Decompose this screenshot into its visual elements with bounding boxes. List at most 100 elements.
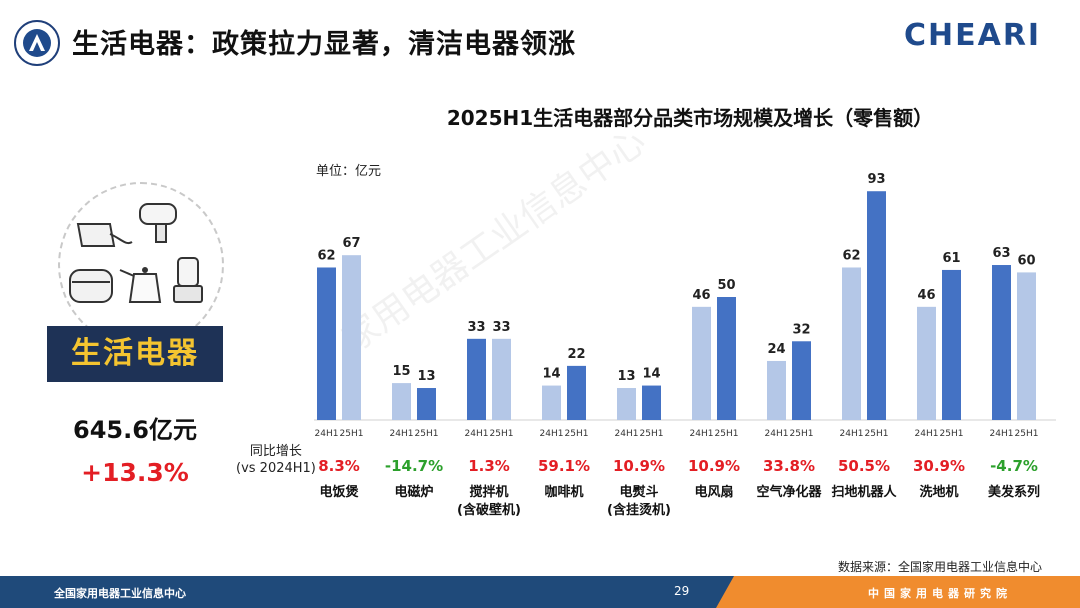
tick-label-24h1: 24H1 xyxy=(765,429,789,439)
data-source: 数据来源：全国家用电器工业信息中心 xyxy=(838,560,1043,574)
bar-25h1 xyxy=(492,338,511,420)
footer-bar: 全国家用电器工业信息中心 29 中国家用电器研究院 xyxy=(0,576,1080,608)
yoy-label: 同比增长 (vs 2024H1) xyxy=(236,443,316,477)
bar-25h1 xyxy=(342,255,361,420)
value-label-24h1: 33 xyxy=(467,320,485,335)
yoy-label-line1: 同比增长 xyxy=(249,444,302,459)
yoy-growth-value: -14.7% xyxy=(385,457,443,475)
tick-label-25h1: 25H1 xyxy=(340,429,364,439)
tick-label-24h1: 24H1 xyxy=(390,429,414,439)
yoy-growth-value: -4.7% xyxy=(990,457,1038,475)
value-label-24h1: 14 xyxy=(542,367,560,382)
category-label: 生活电器 xyxy=(47,326,223,382)
tick-label-24h1: 24H1 xyxy=(465,429,489,439)
category-name: 美发系列 xyxy=(988,484,1040,500)
bar-24h1 xyxy=(317,267,336,420)
tick-label-25h1: 25H1 xyxy=(490,429,514,439)
value-label-25h1: 93 xyxy=(867,172,885,187)
value-label-25h1: 32 xyxy=(792,322,810,337)
bar-24h1 xyxy=(992,265,1011,420)
tick-label-24h1: 24H1 xyxy=(540,429,564,439)
value-label-25h1: 67 xyxy=(342,236,360,251)
value-label-25h1: 33 xyxy=(492,320,510,335)
tick-label-24h1: 24H1 xyxy=(315,429,339,439)
tick-label-25h1: 25H1 xyxy=(865,429,889,439)
value-label-25h1: 22 xyxy=(567,347,585,362)
value-label-25h1: 14 xyxy=(642,367,660,382)
bar-24h1 xyxy=(467,338,486,420)
bar-24h1 xyxy=(767,360,786,420)
yoy-growth-value: 10.9% xyxy=(613,457,665,475)
tick-label-25h1: 25H1 xyxy=(640,429,664,439)
tick-label-25h1: 25H1 xyxy=(1015,429,1039,439)
page-title: 生活电器：政策拉力显著，清洁电器领涨 xyxy=(72,29,576,60)
bar-24h1 xyxy=(542,385,561,420)
value-label-24h1: 62 xyxy=(842,248,860,263)
category-name: 电饭煲 xyxy=(319,484,359,500)
bar-24h1 xyxy=(842,267,861,420)
value-label-25h1: 61 xyxy=(942,251,960,266)
category-name: 咖啡机 xyxy=(544,484,583,500)
tick-label-24h1: 24H1 xyxy=(615,429,639,439)
bar-25h1 xyxy=(642,385,661,420)
yoy-growth-value: 1.3% xyxy=(468,457,510,475)
logo-a-icon xyxy=(29,34,45,51)
value-label-24h1: 24 xyxy=(767,342,785,357)
yoy-growth-value: 8.3% xyxy=(318,457,360,475)
category-name: 电熨斗 xyxy=(619,484,658,500)
category-subname: (含挂烫机) xyxy=(607,502,671,518)
value-label-24h1: 13 xyxy=(617,369,635,384)
footer-accent xyxy=(716,576,1080,608)
yoy-label-line2: (vs 2024H1) xyxy=(236,461,316,476)
yoy-growth-value: 30.9% xyxy=(913,457,965,475)
value-label-24h1: 63 xyxy=(992,246,1010,261)
value-label-24h1: 62 xyxy=(317,248,335,263)
category-name: 空气净化器 xyxy=(756,484,822,500)
bar-24h1 xyxy=(392,383,411,420)
chart-title: 2025H1生活电器部分品类市场规模及增长（零售额） xyxy=(446,106,934,130)
yoy-growth-value: 33.8% xyxy=(763,457,815,475)
value-label-25h1: 13 xyxy=(417,369,435,384)
unit-label: 单位：亿元 xyxy=(316,164,382,179)
bar-25h1 xyxy=(792,341,811,420)
bar-25h1 xyxy=(567,365,586,420)
category-subname: (含破壁机) xyxy=(457,502,521,518)
value-label-25h1: 60 xyxy=(1017,253,1035,268)
value-label-24h1: 46 xyxy=(692,288,710,303)
page-number: 29 xyxy=(674,584,690,598)
yoy-growth-value: 50.5% xyxy=(838,457,890,475)
bar-24h1 xyxy=(917,306,936,420)
footer-left-text: 全国家用电器工业信息中心 xyxy=(54,587,186,600)
bar-24h1 xyxy=(617,388,636,420)
tick-label-25h1: 25H1 xyxy=(715,429,739,439)
footer-right-text: 中国家用电器研究院 xyxy=(868,587,1012,600)
tick-label-24h1: 24H1 xyxy=(915,429,939,439)
total-growth: +13.3% xyxy=(81,458,189,487)
tick-label-25h1: 25H1 xyxy=(415,429,439,439)
tick-label-25h1: 25H1 xyxy=(790,429,814,439)
tick-label-24h1: 24H1 xyxy=(990,429,1014,439)
category-name: 电磁炉 xyxy=(394,484,433,500)
bar-25h1 xyxy=(1017,272,1036,420)
bar-25h1 xyxy=(717,297,736,420)
bar-25h1 xyxy=(942,269,961,420)
tick-label-25h1: 25H1 xyxy=(940,429,964,439)
tick-label-24h1: 24H1 xyxy=(840,429,864,439)
category-name: 扫地机器人 xyxy=(831,484,897,500)
total-market-size: 645.6亿元 xyxy=(73,416,197,444)
tick-label-25h1: 25H1 xyxy=(565,429,589,439)
category-name: 电风扇 xyxy=(694,484,733,500)
value-label-24h1: 46 xyxy=(917,288,935,303)
bar-24h1 xyxy=(692,306,711,420)
bar-25h1 xyxy=(417,388,436,420)
category-name: 洗地机 xyxy=(919,484,958,500)
value-label-25h1: 50 xyxy=(717,278,735,293)
category-name: 搅拌机 xyxy=(469,484,508,500)
appliances-icon xyxy=(69,203,203,303)
institute-logo xyxy=(14,20,60,66)
yoy-growth-value: 59.1% xyxy=(538,457,590,475)
tick-label-24h1: 24H1 xyxy=(690,429,714,439)
appliance-illustration xyxy=(58,182,224,348)
value-label-24h1: 15 xyxy=(392,364,410,379)
